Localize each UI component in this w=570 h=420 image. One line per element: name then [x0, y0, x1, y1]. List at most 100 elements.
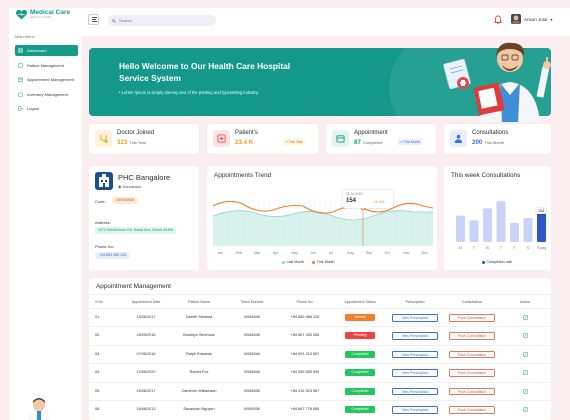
cell-sno: 02. — [95, 333, 101, 338]
stat-card-appointments[interactable]: Appointment 87 Completed ↗ This Month — [326, 124, 436, 154]
weekly-bar[interactable] — [510, 222, 519, 242]
table-header: S.No Appointment Date Patient Name Token Nu… — [89, 300, 551, 308]
code-label: Code: — [95, 199, 106, 204]
address-label: Address: — [95, 220, 111, 225]
sidebar-item-patient-management[interactable]: Patient Management — [15, 60, 78, 71]
view-prescription-button[interactable]: View Prescription — [392, 369, 438, 377]
push-consultation-button[interactable]: Push Consultation — [449, 369, 495, 377]
edit-icon[interactable] — [522, 315, 528, 320]
weekly-bar[interactable] — [523, 218, 533, 242]
sidebar-nav: Dashboard Patient Management Appointment… — [15, 45, 78, 118]
edit-icon[interactable] — [522, 370, 528, 375]
sidebar-item-appointment-management[interactable]: Appointment Management — [15, 74, 78, 85]
chevron-down-icon: ▾ — [550, 16, 553, 22]
cell-date: 12/06/2020 — [136, 370, 156, 375]
sidebar-item-label: Dashboard — [27, 48, 47, 53]
cell-token: i0946548 — [244, 333, 260, 338]
cell-sno: 01. — [95, 315, 101, 319]
column-header: Prescription — [405, 300, 425, 304]
menu-toggle-button[interactable] — [88, 14, 99, 25]
weekly-tooltip: 154 — [536, 208, 547, 214]
cell-name: Darrell Steward — [185, 315, 213, 319]
trend-tooltip: 25 Jul 2022 154 +3.4% — [343, 190, 393, 208]
weekly-bar[interactable] — [456, 215, 465, 242]
sidebar-item-label: Appointment Management — [27, 77, 74, 83]
stat-card-doctors[interactable]: Doctor Joined 323 This Year — [89, 124, 199, 154]
tooltip-value: 154 — [346, 198, 357, 204]
view-prescription-button[interactable]: View Prescription — [392, 314, 438, 322]
column-header: Action — [520, 300, 530, 304]
month-label: Jan — [217, 251, 223, 255]
weekly-bar[interactable] — [537, 212, 546, 242]
cell-phone: +84 555 655 999 — [290, 370, 320, 375]
month-label: Sep — [366, 251, 372, 255]
stat-card-consultations[interactable]: Consultations 200 This Month — [444, 124, 551, 154]
column-header: Patient Name — [188, 300, 210, 304]
edit-icon[interactable] — [522, 333, 528, 339]
edit-icon[interactable] — [522, 352, 528, 357]
period-badge: ↗ This Month — [398, 139, 423, 145]
user-menu[interactable]: Anson Jose ▾ — [511, 14, 553, 24]
weekly-bar[interactable] — [469, 220, 479, 242]
push-consultation-button[interactable]: Push Consultation — [449, 387, 495, 396]
view-prescription-button[interactable]: View Prescription — [392, 387, 438, 396]
patient-icon — [213, 130, 230, 147]
status-badge: Completed — [345, 406, 375, 413]
cell-date: 15/08/2017 — [136, 315, 156, 319]
weekly-bar[interactable] — [496, 201, 506, 242]
weekly-bar[interactable] — [483, 208, 492, 242]
day-label: F — [513, 246, 516, 250]
cell-phone: +84 416 323 567 — [290, 388, 320, 393]
app-tagline: HEALTH CARE — [30, 15, 52, 19]
topbar: Anson Jose ▾ — [82, 8, 570, 36]
view-prescription-button[interactable]: View Prescription — [392, 406, 438, 414]
sidebar-item-dashboard[interactable]: Dashboard — [15, 45, 78, 56]
weekly-consultations-card: This week Consultations M T W T F S Today 154 … — [444, 166, 551, 270]
edit-icon[interactable] — [522, 388, 528, 394]
sidebar-item-label: Logout — [27, 106, 40, 112]
weekly-chart[interactable]: M T W T F S Today — [450, 196, 548, 252]
app-logo[interactable]: Medical Care HEALTH CARE — [16, 10, 70, 20]
stat-value: 200 This Month — [472, 139, 505, 146]
push-consultation-button[interactable]: Push Consultation — [449, 332, 495, 340]
cell-date: 07/05/2016 — [136, 351, 156, 356]
status-badge: Completed — [345, 350, 375, 358]
bell-icon[interactable] — [494, 15, 502, 24]
phc-address: 2972 Westheimer Rd. Santa Ana, Illinois … — [95, 227, 177, 234]
day-label: Today — [537, 246, 547, 250]
search-bar[interactable] — [108, 15, 216, 26]
column-header: S.No — [95, 300, 103, 304]
table-row: 03. 07/05/2016 Ralph Edwards i0946548 +84 69… — [89, 344, 551, 363]
search-input[interactable] — [119, 18, 209, 23]
cell-name: Ralph Edwards — [186, 351, 212, 356]
edit-icon[interactable] — [522, 407, 528, 412]
month-label: Jun — [310, 251, 316, 255]
status-badge: Completed — [345, 387, 375, 395]
column-header: Token Number — [240, 300, 264, 304]
view-prescription-button[interactable]: View Prescription — [392, 350, 438, 359]
trend-chart[interactable]: Jan Feb Mar Apr May Jun Jul Aug Sep Oct Nov Dec — [213, 186, 433, 260]
appointment-table-card: Appointment Management — [89, 278, 551, 420]
cell-token: i0946548 — [244, 315, 260, 319]
day-label: M — [459, 246, 462, 250]
push-consultation-button[interactable]: Push Consultation — [449, 406, 495, 414]
calendar-icon — [18, 77, 23, 82]
sidebar-item-inventory-management[interactable]: Inventory Management — [15, 89, 78, 100]
cell-name: Savannah Nguyen — [183, 407, 215, 411]
cell-sno: 05. — [95, 388, 101, 393]
legend-last-month: Last Month — [282, 260, 304, 264]
table-row: 02. 18/09/2016 Brooklyn Simmons i0946548 +84… — [89, 326, 551, 344]
welcome-title: Hello Welcome to Our Health Care Hospita… — [119, 61, 291, 83]
tooltip-date: 25 Jul 2022 — [346, 192, 363, 196]
stat-card-patients[interactable]: Patient's 23.4 K ↗ This Year — [207, 124, 318, 154]
cell-date: 18/09/2016 — [136, 333, 156, 338]
push-consultation-button[interactable]: Push Consultation — [449, 314, 495, 322]
sidebar-item-logout[interactable]: Logout — [15, 103, 78, 114]
view-prescription-button[interactable]: View Prescription — [392, 332, 438, 340]
avatar — [511, 14, 521, 24]
heart-logo-icon — [16, 10, 27, 20]
cell-phone: +84 667 778 889 — [290, 407, 320, 411]
patient-icon — [18, 62, 23, 68]
table-row: 01. 15/08/2017 Darrell Steward i0946548 +84 … — [89, 308, 551, 326]
push-consultation-button[interactable]: Push Consultation — [449, 350, 495, 359]
